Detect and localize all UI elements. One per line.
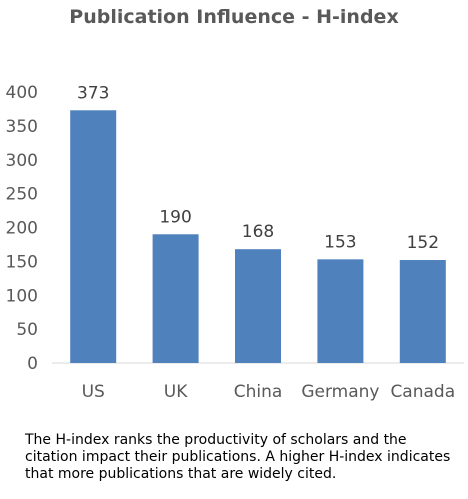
y-tick-label: 200 (6, 219, 38, 239)
bars (70, 110, 446, 363)
y-tick-label: 250 (6, 185, 38, 205)
data-labels: 373 190 168 153 152 (77, 83, 439, 253)
y-tick-label: 400 (6, 83, 38, 103)
bar-chart: 0 50 100 150 200 250 300 350 400 373 190 168 153 152… (6, 83, 464, 402)
y-axis-ticks: 0 50 100 150 200 250 300 350 400 (6, 83, 38, 374)
y-tick-label: 100 (6, 286, 38, 306)
y-tick-label: 0 (27, 354, 38, 374)
y-tick-label: 150 (6, 252, 38, 272)
x-category-label: China (234, 382, 283, 402)
data-label: 190 (159, 207, 191, 227)
y-tick-label: 350 (6, 117, 38, 137)
bar-canada (399, 260, 446, 363)
chart-caption: The H-index ranks the productivity of sc… (25, 432, 451, 482)
bar-us (70, 110, 117, 363)
data-label: 168 (242, 222, 274, 242)
chart-title: Publication Influence - H-index (69, 6, 399, 28)
x-axis-categories: US UK China Germany Canada (82, 382, 456, 402)
bar-china (235, 249, 281, 363)
data-label: 373 (77, 83, 109, 103)
bar-germany (317, 259, 364, 363)
bar-uk (152, 234, 199, 363)
y-tick-label: 50 (16, 320, 38, 340)
x-category-label: Germany (301, 382, 379, 402)
x-category-label: Canada (390, 382, 455, 402)
y-tick-label: 300 (6, 151, 38, 171)
x-category-label: UK (164, 382, 188, 402)
data-label: 152 (407, 233, 439, 253)
x-category-label: US (82, 382, 105, 402)
data-label: 153 (324, 232, 356, 252)
